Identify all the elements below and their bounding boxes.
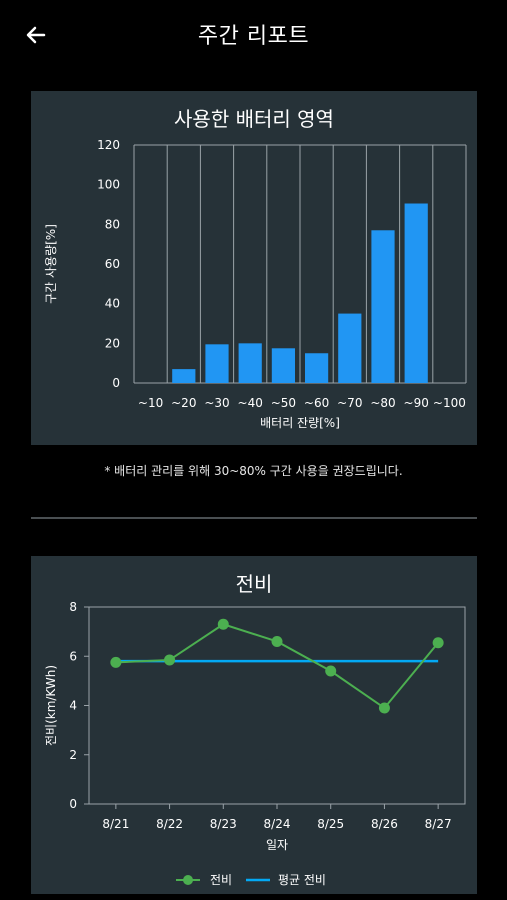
y-tick-label: 20 xyxy=(105,336,120,350)
y-tick-label: 40 xyxy=(105,297,120,311)
legend-average-label: 평균 전비 xyxy=(278,873,326,887)
back-button[interactable] xyxy=(16,18,56,52)
y-tick-label: 8 xyxy=(69,600,77,614)
y-axis-label: 구간 사용량[%] xyxy=(44,224,58,304)
battery-usage-chart: 0 20 40 60 80 100 120 ~10 ~20 ~30 ~40 ~50 ~60 ~70 ~80 ~… xyxy=(44,138,467,430)
y-tick-label: 100 xyxy=(97,178,120,192)
bar xyxy=(404,203,428,383)
x-tick-label: ~40 xyxy=(238,396,263,410)
y-tick-label: 60 xyxy=(105,257,120,271)
y-tick-label: 80 xyxy=(105,217,120,231)
battery-recommendation-note: * 배터리 관리를 위해 30~80% 구간 사용을 권장드립니다. xyxy=(104,464,403,478)
x-tick-label: ~70 xyxy=(337,396,362,410)
efficiency-point xyxy=(217,618,229,630)
bar xyxy=(371,230,395,383)
x-tick-label: ~80 xyxy=(370,396,395,410)
efficiency-point xyxy=(378,702,390,714)
x-axis-label: 배터리 잔량[%] xyxy=(260,416,340,430)
bar xyxy=(172,369,196,383)
x-tick-label: 8/23 xyxy=(210,817,237,831)
page-title: 주간 리포트 xyxy=(197,24,310,49)
bar xyxy=(205,344,229,383)
x-axis-label: 일자 xyxy=(266,838,288,852)
y-axis-label: 전비(km/KWh) xyxy=(44,665,58,746)
x-tick-label: ~20 xyxy=(171,396,196,410)
bar xyxy=(305,353,329,383)
x-tick-label: 8/21 xyxy=(102,817,129,831)
y-tick-label: 120 xyxy=(97,138,120,152)
x-tick-label: ~90 xyxy=(404,396,429,410)
x-tick-label: ~60 xyxy=(304,396,329,410)
x-tick-label: 8/24 xyxy=(264,817,291,831)
efficiency-card: 전비 0 2 4 6 8 8/21 8/22 8/23 8/24 8/25 8/26 8/27 일자 전비… xyxy=(31,556,477,894)
battery-chart-title: 사용한 배터리 영역 xyxy=(174,107,334,131)
y-tick-label: 0 xyxy=(69,797,77,811)
y-tick-label: 2 xyxy=(69,748,77,762)
efficiency-chart-title: 전비 xyxy=(235,572,273,596)
x-tick-label: 8/22 xyxy=(156,817,183,831)
efficiency-chart: 0 2 4 6 8 8/21 8/22 8/23 8/24 8/25 8/26 8/27 일자 전비(km… xyxy=(44,600,466,887)
section-divider xyxy=(31,517,477,519)
x-tick-label: 8/27 xyxy=(425,817,452,831)
x-tick-label: ~10 xyxy=(138,396,163,410)
legend-efficiency-label: 전비 xyxy=(210,873,232,887)
battery-usage-card: 사용한 배터리 영역 0 20 40 60 80 100 120 ~10 ~20 ~30 ~40 ~5… xyxy=(31,91,477,445)
efficiency-point xyxy=(271,635,283,647)
bar xyxy=(338,313,362,383)
x-tick-label: 8/25 xyxy=(317,817,344,831)
y-tick-label: 0 xyxy=(112,376,120,390)
x-tick-label: ~100 xyxy=(433,396,466,410)
bar xyxy=(271,348,295,383)
efficiency-point xyxy=(164,654,176,666)
y-tick-label: 4 xyxy=(69,699,77,713)
efficiency-point xyxy=(432,637,444,649)
x-tick-label: 8/26 xyxy=(371,817,398,831)
bar xyxy=(238,343,262,383)
x-tick-label: ~30 xyxy=(204,396,229,410)
y-tick-label: 6 xyxy=(69,649,77,663)
legend-efficiency-marker xyxy=(183,875,193,885)
efficiency-point xyxy=(325,665,337,677)
efficiency-point xyxy=(110,656,122,668)
app-header: 주간 리포트 xyxy=(0,0,507,70)
x-tick-label: ~50 xyxy=(271,396,296,410)
arrow-left-icon xyxy=(26,26,46,44)
